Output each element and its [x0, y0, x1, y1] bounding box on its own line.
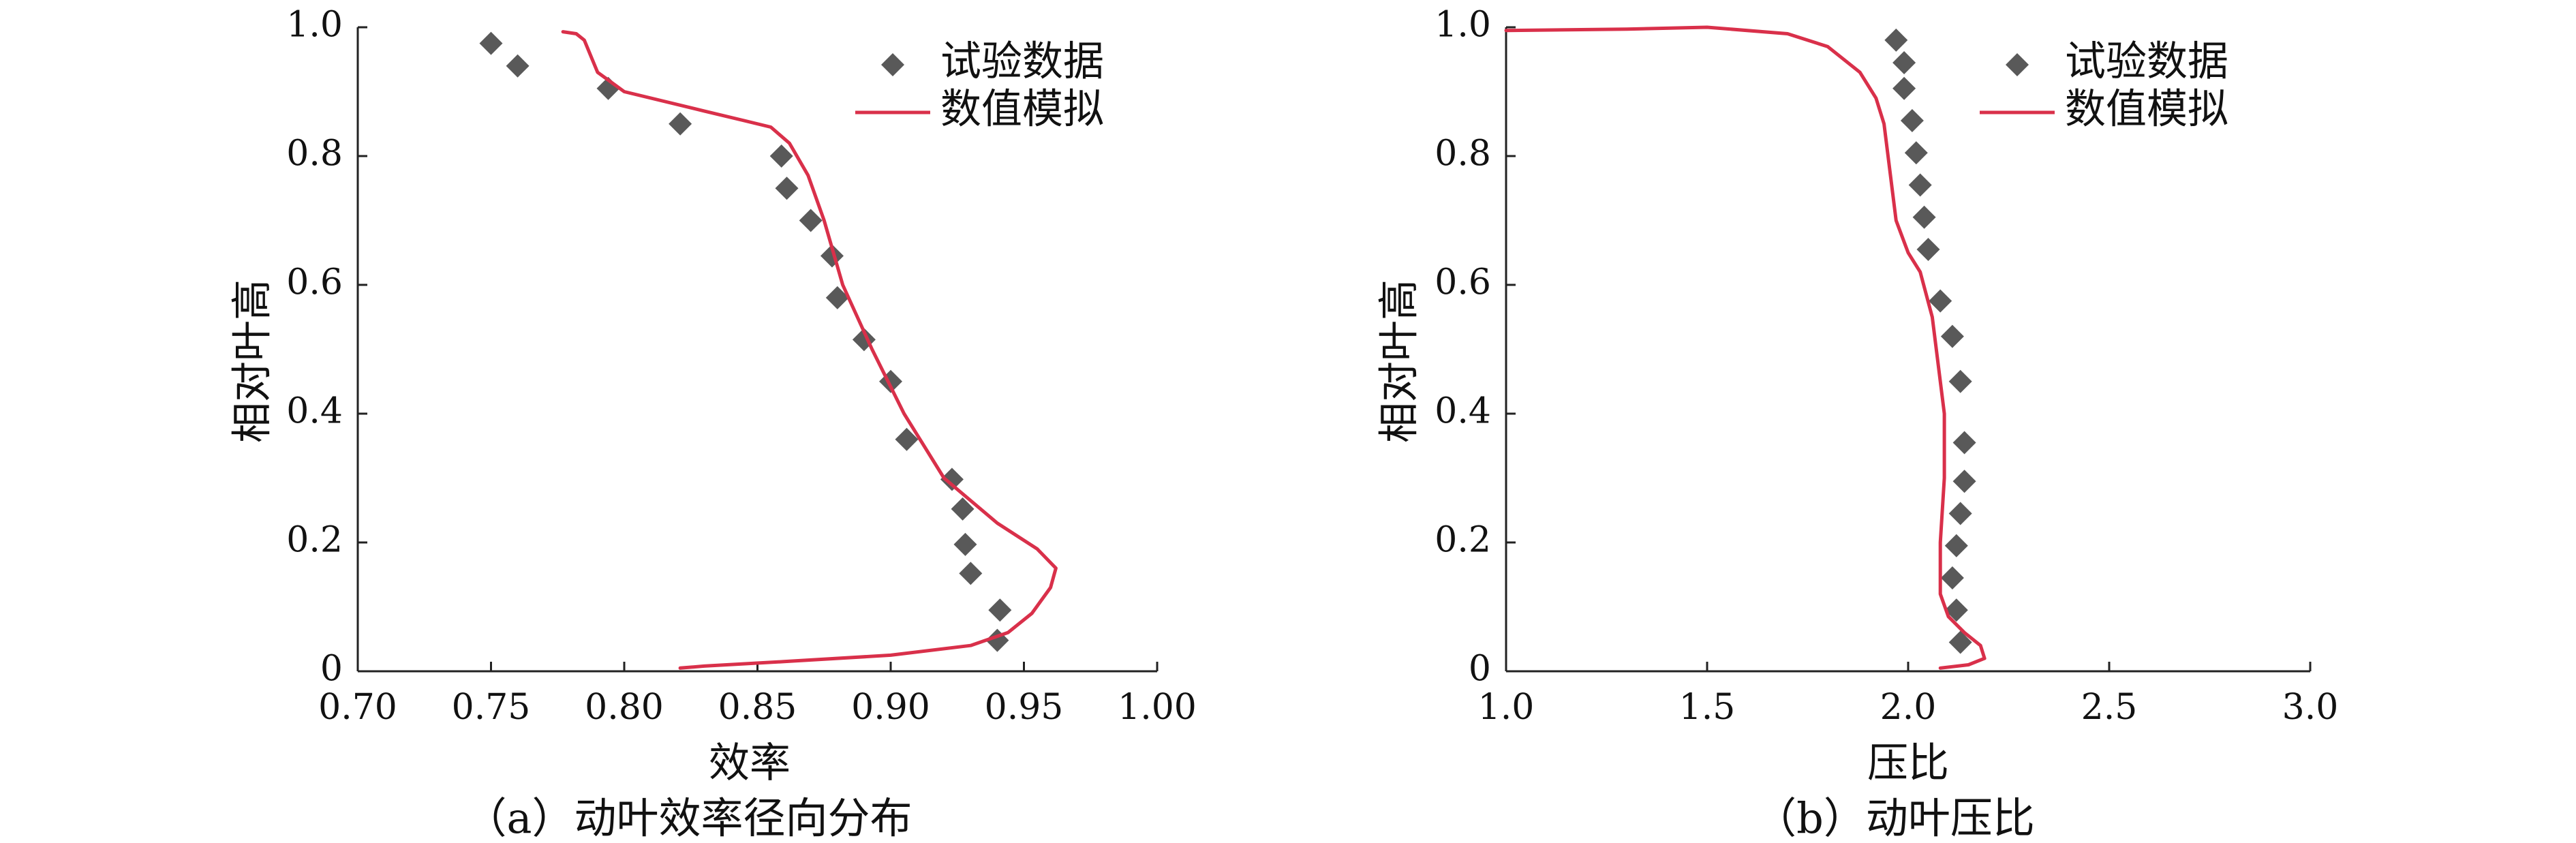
- experiment-point: [1912, 205, 1936, 229]
- experiment-point: [820, 244, 844, 268]
- experiment-point: [669, 112, 692, 136]
- y-tick-label: 0.4: [1435, 391, 1491, 432]
- y-axis-label: 相对叶高: [1376, 279, 1424, 443]
- experiment-point: [1892, 76, 1916, 100]
- y-tick-label: 0: [320, 649, 343, 690]
- y-tick-label: 1.0: [286, 5, 343, 46]
- y-tick-label: 0.8: [1435, 134, 1491, 174]
- x-tick-label: 0.95: [985, 687, 1064, 728]
- experiment-point: [1952, 431, 1976, 455]
- experiment-point: [479, 31, 503, 55]
- y-tick-label: 0.8: [286, 134, 343, 174]
- experiment-point: [1952, 470, 1976, 493]
- experiment-point: [1948, 630, 1972, 654]
- experiment-point: [799, 209, 823, 232]
- experiment-point: [940, 468, 964, 491]
- experiment-point: [959, 562, 983, 585]
- legend-label: 试验数据: [940, 38, 1104, 86]
- y-tick-label: 0.2: [1435, 520, 1491, 561]
- experiment-point: [506, 54, 530, 78]
- experiment-point: [988, 598, 1012, 622]
- y-tick-label: 0: [1469, 649, 1491, 690]
- chart-caption: （a）动叶效率径向分布: [465, 793, 913, 843]
- y-tick-label: 1.0: [1435, 5, 1491, 46]
- experiment-point: [825, 286, 849, 309]
- legend-marker-swatch: [2006, 53, 2029, 76]
- experiment-point: [895, 427, 919, 451]
- y-tick-label: 0.6: [1435, 262, 1491, 303]
- legend-label: 试验数据: [2065, 38, 2228, 86]
- experiment-point: [951, 497, 975, 521]
- experiment-point: [1916, 238, 1940, 262]
- y-axis-label: 相对叶高: [229, 279, 277, 443]
- experiment-point: [1904, 141, 1928, 165]
- y-tick-label: 0.6: [286, 262, 343, 303]
- chart-caption: （b）动叶压比: [1754, 793, 2035, 843]
- legend-label: 数值模拟: [2065, 86, 2228, 134]
- x-axis-label: 效率: [709, 739, 791, 787]
- experiment-point: [775, 177, 799, 200]
- simulation-line: [1504, 25, 1987, 670]
- experiment-point: [1884, 28, 1908, 52]
- x-tick-label: 0.80: [585, 687, 664, 728]
- x-tick-label: 0.70: [318, 687, 397, 728]
- x-tick-label: 2.0: [1880, 687, 1937, 728]
- chart-panel-pressure-ratio: 相对叶高 压比 （b）动叶压比 1.0 1.5 2.0 2.5 3.0 0 0.2 0.4 0.…: [1376, 5, 2339, 843]
- experiment-point: [769, 144, 793, 168]
- experiment-point: [1900, 109, 1924, 133]
- x-tick-label: 2.5: [2081, 687, 2138, 728]
- experiment-point: [1944, 598, 1968, 622]
- experiment-point: [1908, 173, 1932, 197]
- experiment-point: [1929, 289, 1952, 313]
- experiment-point: [1940, 324, 1964, 348]
- x-tick-label: 3.0: [2282, 687, 2339, 728]
- experiment-point: [1940, 566, 1964, 589]
- legend-marker-swatch: [881, 53, 904, 76]
- x-tick-label: 0.90: [851, 687, 930, 728]
- x-tick-label: 0.75: [452, 687, 531, 728]
- experiment-point: [1948, 502, 1972, 525]
- experiment-point: [1944, 534, 1968, 557]
- simulation-line: [561, 30, 1058, 670]
- y-tick-label: 0.2: [286, 520, 343, 561]
- x-tick-label: 0.85: [718, 687, 797, 728]
- experiment-point: [1892, 50, 1916, 74]
- legend-label: 数值模拟: [940, 86, 1104, 134]
- chart-panel-efficiency: 相对叶高 效率 （a）动叶效率径向分布 0.70 0.75 0.80 0.85 0.90…: [229, 5, 1197, 843]
- x-tick-label: 1.00: [1118, 687, 1197, 728]
- experiment-point: [953, 532, 977, 556]
- y-tick-label: 0.4: [286, 391, 343, 432]
- x-tick-label: 1.5: [1679, 687, 1736, 728]
- x-axis-label: 压比: [1867, 739, 1949, 787]
- experiment-point: [1948, 369, 1972, 393]
- x-tick-label: 1.0: [1478, 687, 1535, 728]
